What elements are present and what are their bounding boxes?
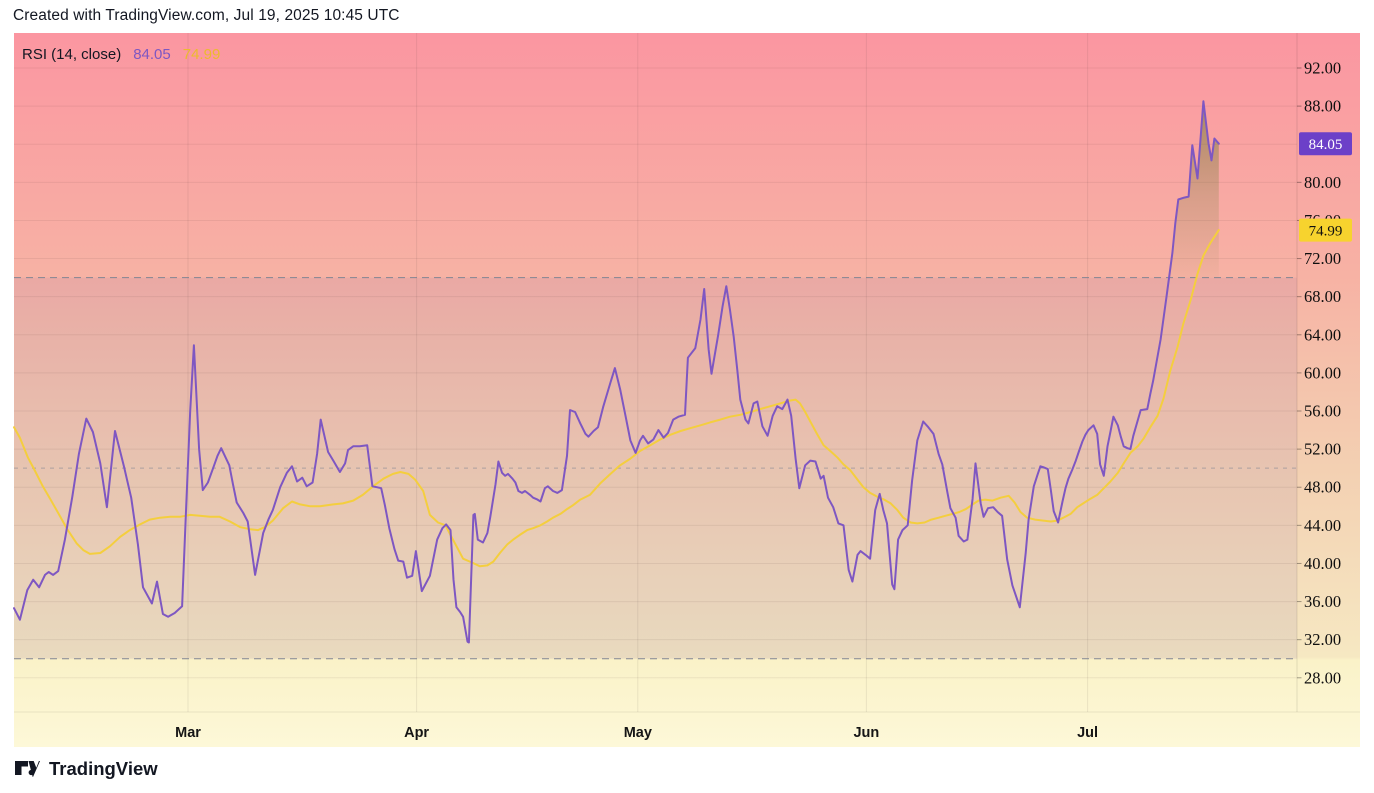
y-axis-label: 68.00 [1304, 287, 1341, 306]
indicator-legend: RSI (14, close) 84.05 74.99 [22, 46, 220, 63]
y-axis-label: 80.00 [1304, 173, 1341, 192]
tradingview-logo-icon [14, 758, 40, 780]
x-axis-label-may: May [624, 725, 652, 741]
y-axis-label: 92.00 [1304, 59, 1341, 78]
x-axis-label-apr: Apr [404, 725, 429, 741]
brand-wordmark: TradingView [49, 758, 158, 779]
y-axis-label: 72.00 [1304, 249, 1341, 268]
y-axis-label: 32.00 [1304, 630, 1341, 649]
y-axis-label: 40.00 [1304, 554, 1341, 573]
page-title: Created with TradingView.com, Jul 19, 20… [13, 7, 400, 24]
y-axis-label: 64.00 [1304, 325, 1341, 344]
legend-ma-value: 74.99 [182, 46, 221, 63]
rsi-line [13, 100, 1220, 644]
y-axis-label: 60.00 [1304, 363, 1341, 382]
y-axis-label: 56.00 [1304, 402, 1341, 421]
x-axis-label-mar: Mar [175, 725, 201, 741]
y-axis-label: 52.00 [1304, 440, 1341, 459]
x-axis-label-jul: Jul [1077, 725, 1098, 741]
ma-price-badge: 74.99 [1299, 218, 1352, 242]
x-axis-label-jun: Jun [853, 725, 879, 741]
y-axis-label: 36.00 [1304, 592, 1341, 611]
legend-rsi-value: 84.05 [133, 46, 171, 63]
indicator-legend-title: RSI (14, close) [22, 46, 122, 63]
svg-text:74.99: 74.99 [1309, 223, 1343, 239]
svg-text:84.05: 84.05 [1309, 137, 1343, 153]
tradingview-brand: TradingView [14, 758, 158, 780]
y-axis-label: 48.00 [1304, 478, 1341, 497]
overbought-area-fill [1169, 101, 1219, 278]
y-axis-label: 44.00 [1304, 516, 1341, 535]
y-axis-label: 88.00 [1304, 97, 1341, 116]
y-axis-label: 28.00 [1304, 668, 1341, 687]
ma-line [13, 229, 1220, 568]
rsi-price-badge: 84.05 [1299, 132, 1352, 156]
